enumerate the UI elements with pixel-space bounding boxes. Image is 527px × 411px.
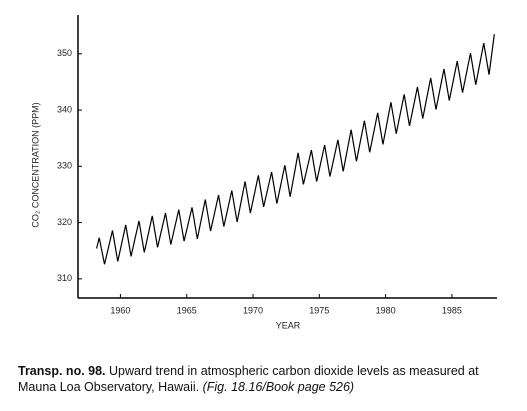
x-axis-label: YEAR <box>276 320 301 330</box>
y-tick-label: 310 <box>57 273 72 283</box>
caption-text: Upward trend in atmospheric carbon dioxi… <box>18 364 479 394</box>
x-tick-label: 1965 <box>177 305 197 315</box>
x-tick-label: 1985 <box>442 305 462 315</box>
x-tick-label: 1975 <box>309 305 329 315</box>
caption: Transp. no. 98. Upward trend in atmosphe… <box>18 363 518 395</box>
x-tick-label: 1960 <box>110 305 130 315</box>
caption-reference: (Fig. 18.16/Book page 526) <box>202 380 355 394</box>
y-tick-label: 320 <box>57 217 72 227</box>
x-tick-label: 1980 <box>376 305 396 315</box>
x-tick-label: 1970 <box>243 305 263 315</box>
y-tick-label: 330 <box>57 161 72 171</box>
y-tick-label: 350 <box>57 48 72 58</box>
caption-label: Transp. no. 98. <box>18 364 106 378</box>
data-line <box>95 34 495 265</box>
y-axis-label: CO₂ CONCENTRATION (PPM) <box>30 102 40 227</box>
chart: YEAR CO₂ CONCENTRATION (PPM) 310 320 330 34… <box>30 15 497 330</box>
y-tick-label: 340 <box>57 104 72 114</box>
